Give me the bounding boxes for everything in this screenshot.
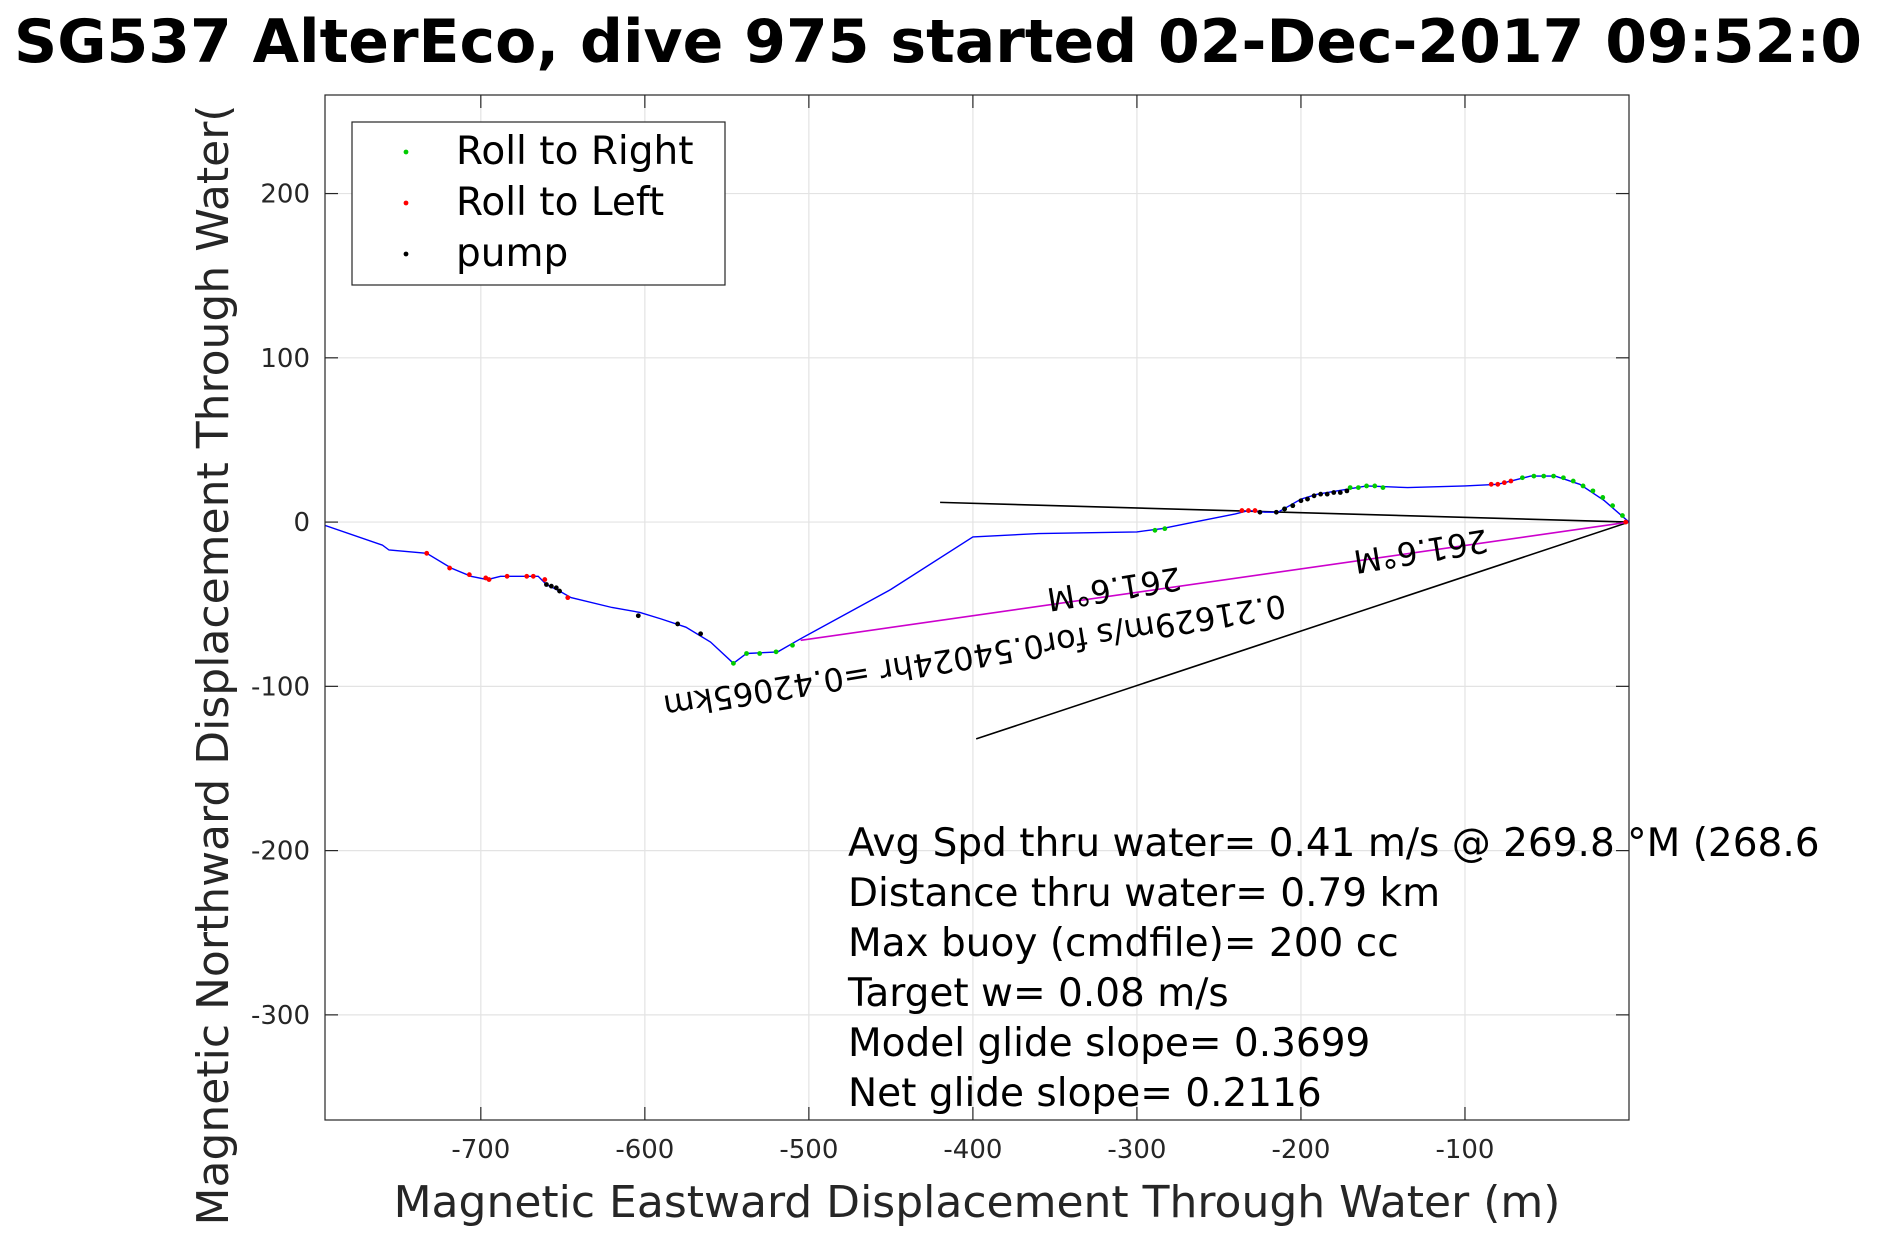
roll-right-point xyxy=(1541,473,1547,479)
x-tick-label: -200 xyxy=(1271,1135,1330,1165)
pump-point xyxy=(544,582,549,587)
roll-left-point xyxy=(504,573,510,579)
annotation-line: Distance thru water= 0.79 km xyxy=(848,871,1440,916)
x-tick-label: -500 xyxy=(779,1135,838,1165)
y-tick-label: -100 xyxy=(251,672,310,702)
roll-left-point xyxy=(1246,508,1251,513)
pump-point xyxy=(1257,509,1263,515)
roll-right-point xyxy=(1620,513,1625,518)
gridlines xyxy=(325,95,1629,1120)
roll-right-point xyxy=(1364,483,1369,489)
annotation-line: Max buoy (cmdfile)= 200 cc xyxy=(848,921,1399,966)
pump-point xyxy=(1344,488,1350,494)
pump-point xyxy=(553,585,559,591)
roll-right-point xyxy=(1551,473,1556,479)
pump-point xyxy=(548,583,554,589)
legend-label: Roll to Right xyxy=(456,129,694,174)
roll-right-point xyxy=(731,660,736,666)
pump-point xyxy=(1324,491,1330,497)
x-axis-label: Magnetic Eastward Displacement Through W… xyxy=(394,1177,1561,1228)
stats-annotation: Avg Spd thru water= 0.41 m/s @ 269.8 °M … xyxy=(847,821,1820,1116)
roll-left-point xyxy=(1239,508,1245,513)
pump-point xyxy=(1305,496,1310,502)
legend-label: pump xyxy=(456,231,568,276)
roll-right-point xyxy=(1531,473,1537,479)
y-tick-label: -300 xyxy=(251,1001,310,1031)
y-axis-label: Magnetic Northward Displacement Through … xyxy=(188,105,239,1226)
annotation-line: Model glide slope= 0.3699 xyxy=(848,1021,1370,1066)
roll-right-point xyxy=(773,649,779,655)
legend: Roll to Right Roll to Left pump xyxy=(351,121,726,286)
pump-point xyxy=(1290,503,1296,509)
annotation-line: Avg Spd thru water= 0.41 m/s @ 269.8 °M … xyxy=(848,821,1820,866)
legend-marker xyxy=(403,200,409,206)
reference-line xyxy=(975,521,1629,740)
roll-right-point xyxy=(744,651,749,656)
roll-left-point xyxy=(447,565,453,571)
legend-label: Roll to Left xyxy=(456,180,664,225)
pump-point xyxy=(1337,490,1343,495)
roll-left-point xyxy=(486,577,492,582)
roll-right-point xyxy=(1152,527,1158,533)
roll-left-point xyxy=(542,577,548,582)
pump-point xyxy=(698,631,704,637)
pump-point xyxy=(1311,493,1317,499)
pump-point xyxy=(1298,498,1304,504)
roll-left-point xyxy=(1252,508,1258,513)
pump-point xyxy=(1282,506,1287,512)
legend-marker xyxy=(403,251,409,257)
x-tick-labels: -700 -600 -500 -400 -300 -200 -100 xyxy=(451,1135,1494,1165)
roll-right-point xyxy=(1519,475,1525,481)
roll-right-point xyxy=(1570,478,1576,484)
roll-left-point xyxy=(1495,481,1501,487)
annotation-line: Target w= 0.08 m/s xyxy=(847,971,1229,1016)
roll-right-point xyxy=(1355,485,1361,490)
roll-right-point xyxy=(1590,488,1596,494)
pump-point xyxy=(675,621,681,627)
roll-left-point xyxy=(1488,481,1494,487)
y-tick-label: -200 xyxy=(251,837,310,867)
roll-right-point xyxy=(1580,483,1586,489)
x-tick-label: -300 xyxy=(1107,1135,1166,1165)
roll-left-point xyxy=(524,573,530,579)
pump-point xyxy=(1273,509,1279,515)
legend-box xyxy=(351,121,726,286)
reference-line xyxy=(800,521,1629,642)
roll-left-point xyxy=(1501,480,1507,486)
pump-point xyxy=(1318,491,1324,497)
y-tick-labels: 200 100 0 -100 -200 -300 xyxy=(251,180,310,1031)
x-tick-label: -400 xyxy=(943,1135,1002,1165)
roll-left-point xyxy=(1623,519,1629,525)
roll-right-point xyxy=(1600,495,1606,500)
reference-line xyxy=(940,501,1629,523)
y-tick-label: 200 xyxy=(260,180,310,210)
legend-marker xyxy=(403,149,409,155)
roll-right-point xyxy=(1162,526,1168,532)
roll-right-point xyxy=(1380,485,1386,490)
x-tick-label: -600 xyxy=(615,1135,674,1165)
pump-point xyxy=(557,588,562,594)
roll-left-point xyxy=(424,550,430,556)
roll-left-point xyxy=(1508,478,1514,484)
pump-point xyxy=(635,613,641,619)
plot-frame xyxy=(324,94,1630,1121)
roll-right-point xyxy=(1610,503,1615,509)
x-tick-label: -100 xyxy=(1435,1135,1494,1165)
roll-left-point xyxy=(565,595,571,601)
roll-right-point xyxy=(757,651,763,656)
roll-left-point xyxy=(530,573,536,579)
page-title: SG537 AlterEco, dive 975 started 02-Dec-… xyxy=(14,7,1863,77)
roll-right-point xyxy=(790,642,795,648)
roll-right-point xyxy=(1372,483,1378,489)
roll-right-point xyxy=(1347,485,1353,490)
pump-point xyxy=(1331,490,1337,495)
y-tick-label: 0 xyxy=(293,508,310,538)
x-tick-label: -700 xyxy=(451,1135,510,1165)
annotation-line: Net glide slope= 0.2116 xyxy=(848,1071,1322,1116)
roll-left-point xyxy=(466,572,472,578)
y-tick-label: 100 xyxy=(260,344,310,374)
roll-right-point xyxy=(1560,475,1566,481)
